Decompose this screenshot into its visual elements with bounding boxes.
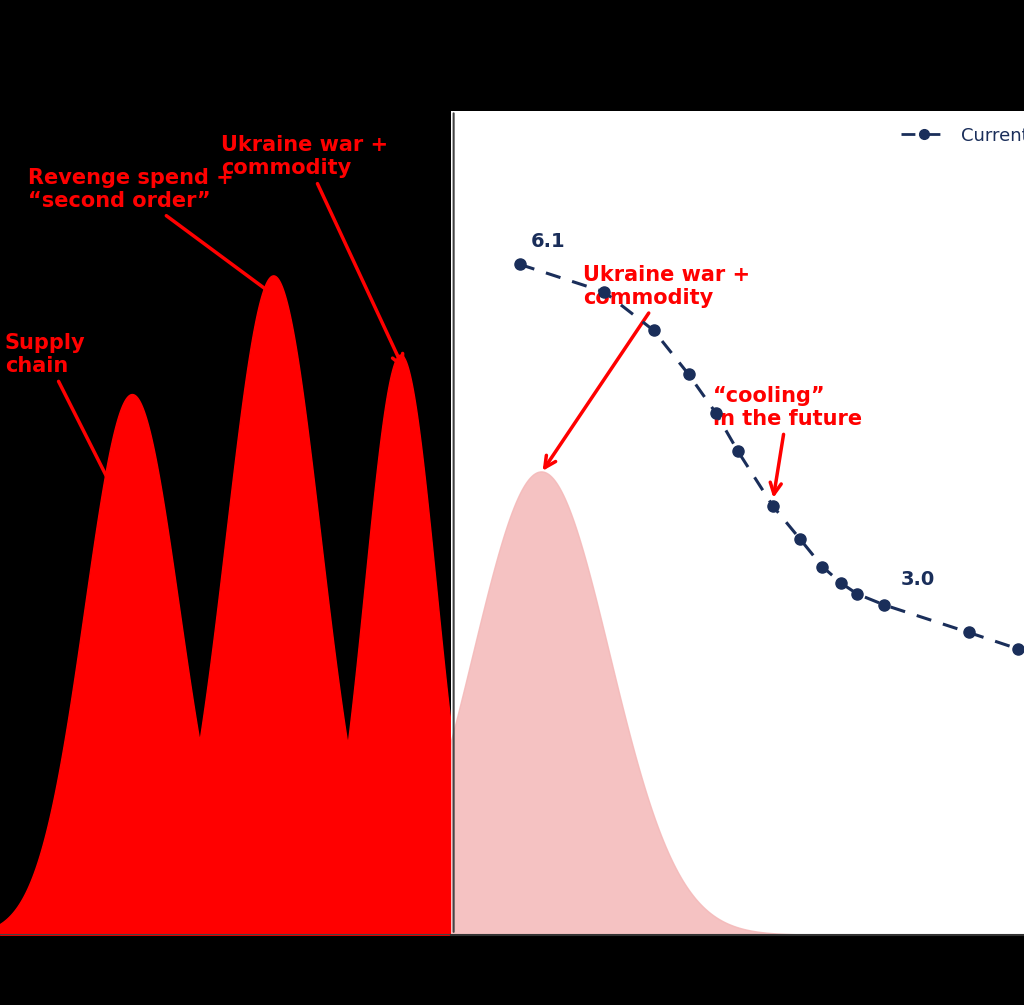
Text: 6.1: 6.1: [530, 232, 565, 251]
X-axis label: Tenor: Tenor: [721, 972, 774, 991]
Text: Revenge spend +
“second order”: Revenge spend + “second order”: [29, 168, 278, 297]
Text: “cooling”
in the future: “cooling” in the future: [714, 386, 862, 494]
Text: Ukraine war +
commodity: Ukraine war + commodity: [221, 135, 402, 366]
Legend: Current: Current: [894, 120, 1024, 152]
Text: Ukraine war +
commodity: Ukraine war + commodity: [545, 264, 751, 467]
Text: 3.0: 3.0: [900, 570, 935, 589]
Text: Supply
chain: Supply chain: [5, 333, 138, 540]
